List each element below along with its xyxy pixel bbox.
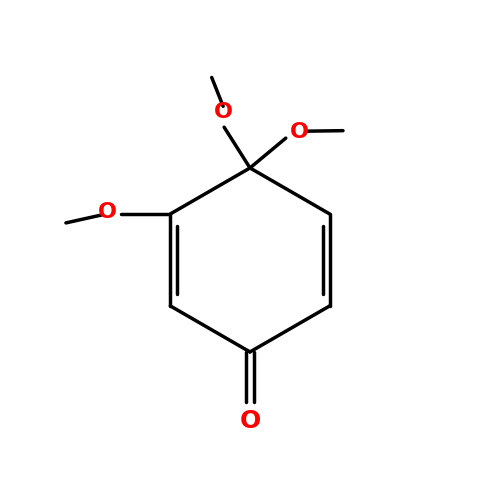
Text: O: O [290, 122, 309, 142]
Text: O: O [214, 102, 233, 122]
Text: O: O [98, 202, 116, 222]
Text: O: O [240, 408, 260, 432]
